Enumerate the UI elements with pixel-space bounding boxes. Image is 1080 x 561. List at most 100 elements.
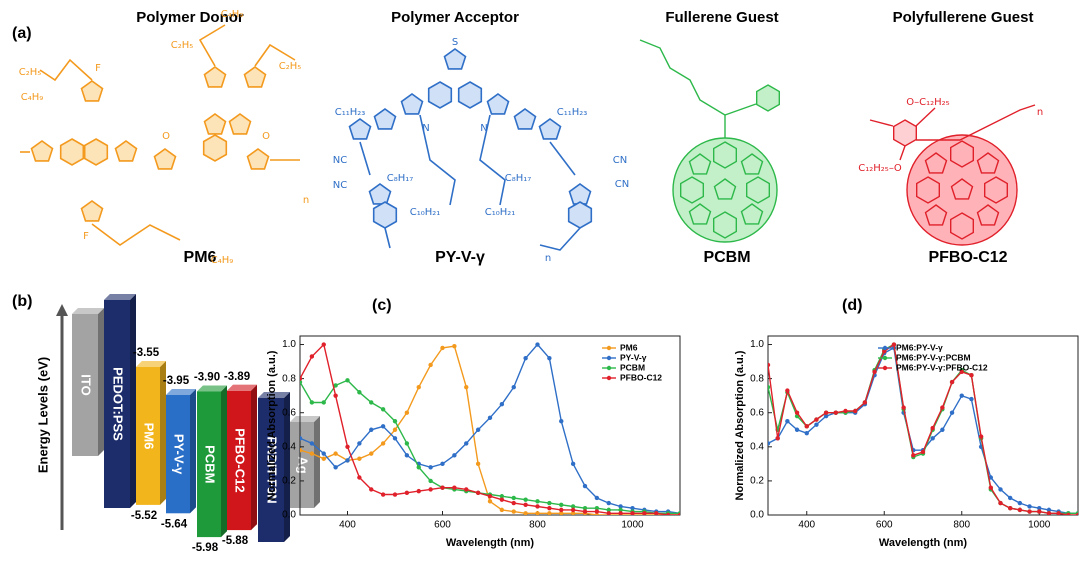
substituent-label: O–C₁₂H₂₅ bbox=[906, 97, 949, 108]
data-point bbox=[1017, 507, 1023, 513]
data-point bbox=[300, 448, 303, 453]
legend-marker bbox=[882, 355, 888, 361]
y-tick-label: 0.2 bbox=[282, 476, 296, 487]
legend-label: PFBO-C12 bbox=[620, 372, 662, 382]
panel-label: (a) bbox=[12, 25, 32, 42]
molecule-heading: Polymer Acceptor bbox=[391, 9, 519, 26]
data-point bbox=[677, 512, 680, 515]
substituent-label: NC bbox=[333, 155, 347, 166]
y-tick-label: 0.0 bbox=[282, 510, 296, 521]
data-point bbox=[380, 407, 386, 412]
data-point bbox=[547, 500, 552, 506]
x-tick-label: 800 bbox=[953, 520, 970, 531]
y-tick-label: 0.6 bbox=[750, 407, 764, 418]
data-point bbox=[300, 376, 303, 381]
substituent-label: n bbox=[303, 195, 309, 206]
box-top-shade bbox=[227, 384, 257, 391]
data-point bbox=[345, 444, 350, 450]
substituent-label: O bbox=[262, 131, 270, 142]
energy-level-box bbox=[258, 398, 284, 542]
data-point bbox=[630, 505, 635, 511]
data-point bbox=[321, 400, 326, 405]
molecule-heading: Polymer Donor bbox=[136, 9, 244, 26]
data-point bbox=[940, 405, 945, 410]
substituent-label: C₁₁H₂₃ bbox=[335, 107, 366, 118]
substituent-label: C₄H₉ bbox=[221, 9, 244, 20]
box-top bbox=[166, 389, 196, 395]
data-point bbox=[785, 388, 790, 393]
legend-label: PM6:PY-V-γ bbox=[896, 342, 943, 352]
y-tick-label: 0.8 bbox=[750, 373, 764, 384]
lumo-label: -3.55 bbox=[133, 347, 160, 359]
substituent-label: CN bbox=[615, 179, 629, 190]
box-top-shade bbox=[290, 416, 320, 422]
box-top bbox=[136, 361, 166, 367]
data-point bbox=[475, 461, 481, 467]
layer-label: PFBO-C12 bbox=[233, 428, 248, 492]
molecule-heading: Polyfullerene Guest bbox=[893, 9, 1034, 26]
data-point bbox=[357, 456, 362, 461]
data-point bbox=[428, 465, 433, 470]
energy-level-box bbox=[166, 395, 190, 514]
energy-level-box bbox=[72, 314, 98, 456]
legend-label: PM6 bbox=[620, 342, 638, 352]
substituent-label: NC bbox=[333, 180, 347, 191]
data-point bbox=[582, 505, 588, 511]
layer-label: Ag bbox=[296, 456, 311, 473]
box-side-shade bbox=[98, 308, 104, 456]
structure-pm6 bbox=[20, 24, 300, 246]
data-point bbox=[630, 511, 635, 515]
data-point bbox=[1046, 507, 1052, 513]
data-point bbox=[959, 369, 964, 374]
data-point bbox=[392, 427, 398, 432]
data-point bbox=[452, 453, 457, 458]
data-point bbox=[988, 485, 994, 490]
box-side-shade bbox=[251, 384, 257, 531]
data-point bbox=[345, 458, 350, 463]
x-axis-label: Wavelength (nm) bbox=[446, 537, 535, 549]
data-point bbox=[300, 379, 303, 385]
data-point bbox=[464, 384, 469, 390]
lumo-label: -3.90 bbox=[194, 372, 220, 384]
box-top-shade bbox=[72, 308, 104, 314]
molecule-name: PCBM bbox=[703, 249, 750, 266]
box-top-shade bbox=[136, 361, 166, 367]
substituent-label: C₂H₅ bbox=[19, 67, 42, 78]
y-tick-label: 0.8 bbox=[282, 373, 296, 384]
data-point bbox=[1056, 511, 1061, 515]
box-side-shade bbox=[190, 389, 196, 514]
data-point bbox=[949, 379, 955, 385]
data-point bbox=[1027, 509, 1032, 514]
box-top bbox=[227, 384, 257, 391]
legend-label: PM6:PY-V-γ:PFBO-C12 bbox=[896, 362, 988, 372]
x-tick-label: 400 bbox=[798, 520, 815, 531]
molecule-name: PFBO-C12 bbox=[928, 249, 1007, 266]
data-point bbox=[464, 487, 469, 492]
structure-pfbo bbox=[869, 104, 1036, 246]
data-point bbox=[321, 456, 326, 461]
data-point bbox=[499, 507, 505, 513]
data-point bbox=[1046, 511, 1052, 515]
substituent-label: F bbox=[83, 231, 89, 242]
data-point bbox=[511, 495, 516, 501]
data-point bbox=[794, 427, 800, 432]
y-tick-label: 0.6 bbox=[282, 407, 296, 418]
molecule-name: PM6 bbox=[184, 249, 217, 266]
box-side bbox=[190, 389, 196, 514]
substituent-label: F bbox=[95, 63, 101, 74]
y-axis-label: Normalized Absorption (a.u.) bbox=[734, 350, 746, 500]
data-point bbox=[333, 393, 338, 398]
data-point bbox=[606, 500, 611, 506]
data-point bbox=[998, 500, 1003, 506]
data-point bbox=[665, 512, 671, 515]
box-top-shade bbox=[104, 294, 136, 300]
box-top bbox=[72, 308, 104, 314]
data-point bbox=[606, 511, 611, 515]
x-tick-label: 1000 bbox=[1028, 520, 1051, 531]
box-top bbox=[258, 392, 290, 398]
data-point bbox=[920, 449, 926, 455]
data-point bbox=[369, 400, 374, 405]
data-point bbox=[785, 419, 790, 424]
data-point bbox=[535, 504, 540, 509]
x-tick-label: 600 bbox=[434, 520, 451, 531]
